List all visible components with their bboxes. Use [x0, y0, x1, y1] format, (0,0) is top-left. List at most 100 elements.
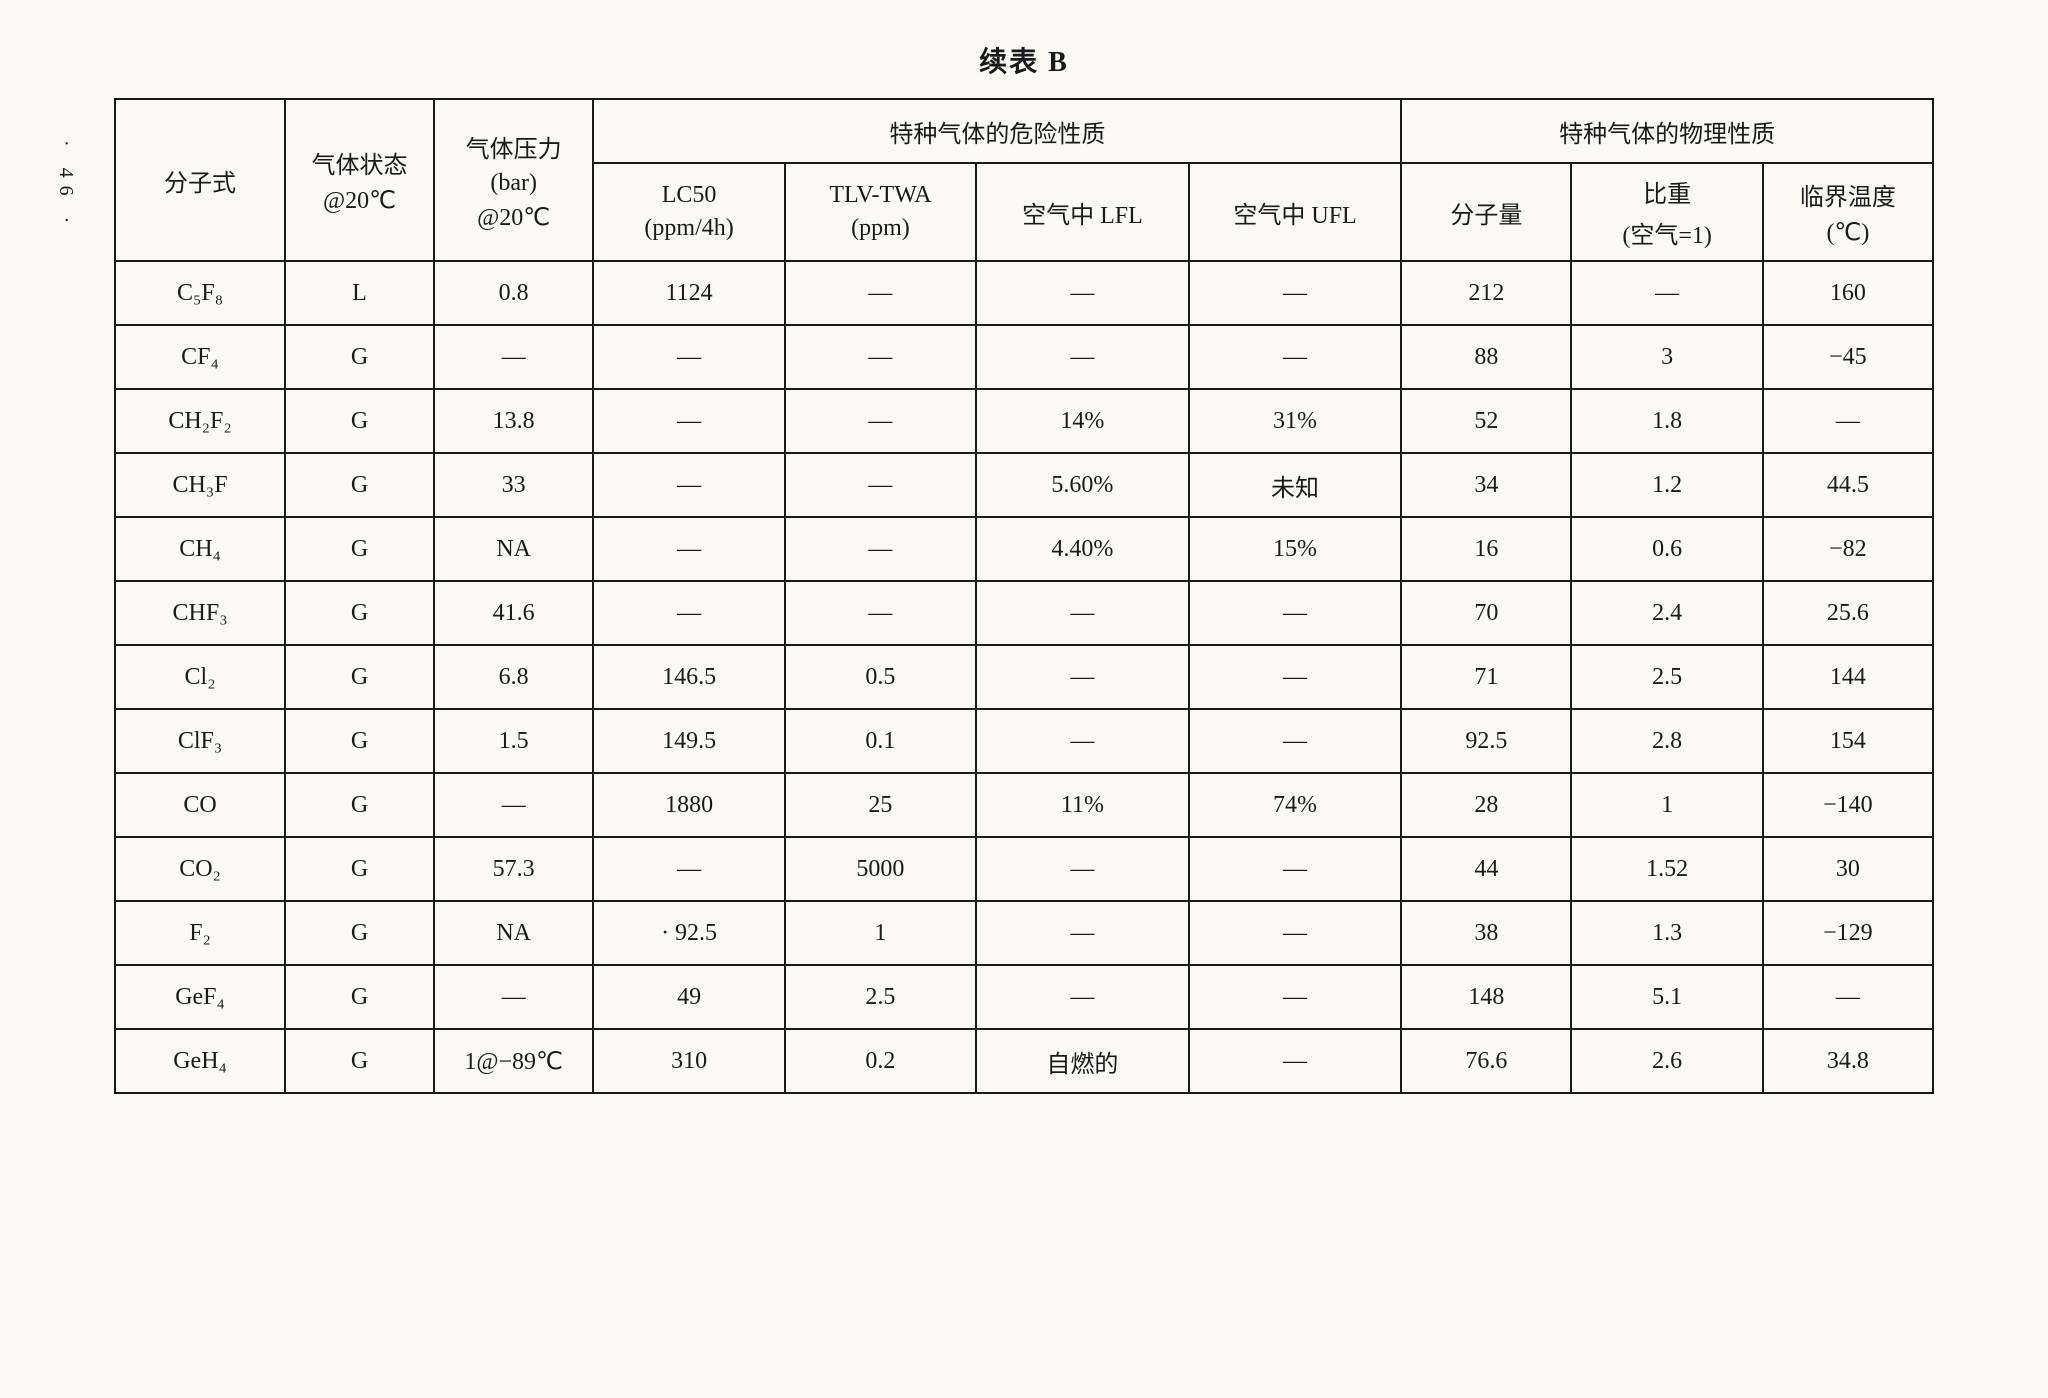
- cell-sg: 2.6: [1571, 1029, 1762, 1093]
- cell-lfl: 4.40%: [976, 517, 1189, 581]
- cell-pressure: NA: [434, 901, 593, 965]
- cell-tlv: —: [785, 453, 976, 517]
- cell-mw: 148: [1401, 965, 1571, 1029]
- header-lc50-l1: LC50: [598, 182, 779, 209]
- cell-formula: GeF₄: [115, 965, 285, 1029]
- cell-formula: CO₂: [115, 837, 285, 901]
- cell-ufl: —: [1189, 325, 1402, 389]
- cell-state: G: [285, 837, 434, 901]
- cell-lc50: 49: [593, 965, 784, 1029]
- header-temp-l1: 临界温度: [1768, 177, 1928, 212]
- cell-lc50: 310: [593, 1029, 784, 1093]
- cell-formula: CH₂F₂: [115, 389, 285, 453]
- cell-mw: 70: [1401, 581, 1571, 645]
- cell-sg: 2.4: [1571, 581, 1762, 645]
- cell-lc50: 149.5: [593, 709, 784, 773]
- header-tlv-l1: TLV-TWA: [790, 182, 971, 209]
- cell-temp: —: [1763, 965, 1933, 1029]
- cell-tlv: —: [785, 581, 976, 645]
- cell-lc50: 146.5: [593, 645, 784, 709]
- table-row: CF₄G—————883−45: [115, 325, 1933, 389]
- cell-ufl: —: [1189, 645, 1402, 709]
- cell-lfl: 11%: [976, 773, 1189, 837]
- cell-state: G: [285, 773, 434, 837]
- cell-formula: F₂: [115, 901, 285, 965]
- cell-state: G: [285, 965, 434, 1029]
- cell-ufl: —: [1189, 261, 1402, 325]
- cell-lfl: —: [976, 581, 1189, 645]
- cell-lfl: 14%: [976, 389, 1189, 453]
- cell-formula: C₅F₈: [115, 261, 285, 325]
- header-formula: 分子式: [115, 99, 285, 261]
- header-state: 气体状态 @20℃: [285, 99, 434, 261]
- cell-sg: 1: [1571, 773, 1762, 837]
- header-tlv: TLV-TWA (ppm): [785, 163, 976, 261]
- cell-lfl: —: [976, 709, 1189, 773]
- cell-lc50: —: [593, 517, 784, 581]
- cell-mw: 52: [1401, 389, 1571, 453]
- table-row: C₅F₈L0.81124———212—160: [115, 261, 1933, 325]
- cell-sg: 3: [1571, 325, 1762, 389]
- cell-formula: CHF₃: [115, 581, 285, 645]
- cell-temp: 144: [1763, 645, 1933, 709]
- cell-mw: 34: [1401, 453, 1571, 517]
- cell-temp: −129: [1763, 901, 1933, 965]
- cell-sg: 2.5: [1571, 645, 1762, 709]
- cell-pressure: —: [434, 773, 593, 837]
- header-sg: 比重 (空气=1): [1571, 163, 1762, 261]
- cell-mw: 76.6: [1401, 1029, 1571, 1093]
- cell-tlv: 25: [785, 773, 976, 837]
- table-row: COG—18802511%74%281−140: [115, 773, 1933, 837]
- cell-state: G: [285, 709, 434, 773]
- cell-mw: 16: [1401, 517, 1571, 581]
- cell-temp: 160: [1763, 261, 1933, 325]
- cell-lfl: 自燃的: [976, 1029, 1189, 1093]
- cell-pressure: 1@−89℃: [434, 1029, 593, 1093]
- cell-lc50: · 92.5: [593, 901, 784, 965]
- cell-state: G: [285, 645, 434, 709]
- cell-lfl: —: [976, 325, 1189, 389]
- cell-sg: 1.8: [1571, 389, 1762, 453]
- cell-pressure: 13.8: [434, 389, 593, 453]
- header-tlv-l2: (ppm): [851, 215, 910, 241]
- cell-pressure: NA: [434, 517, 593, 581]
- header-physical-group: 特种气体的物理性质: [1401, 99, 1933, 163]
- cell-mw: 88: [1401, 325, 1571, 389]
- cell-formula: Cl₂: [115, 645, 285, 709]
- cell-mw: 28: [1401, 773, 1571, 837]
- cell-lc50: —: [593, 581, 784, 645]
- cell-formula: ClF₃: [115, 709, 285, 773]
- header-pressure-l3: @20℃: [477, 205, 550, 231]
- cell-mw: 212: [1401, 261, 1571, 325]
- cell-tlv: —: [785, 325, 976, 389]
- cell-lc50: 1124: [593, 261, 784, 325]
- cell-ufl: —: [1189, 709, 1402, 773]
- cell-temp: −82: [1763, 517, 1933, 581]
- cell-tlv: 1: [785, 901, 976, 965]
- table-row: CH₃FG33——5.60%未知341.244.5: [115, 453, 1933, 517]
- cell-state: G: [285, 901, 434, 965]
- cell-tlv: 0.5: [785, 645, 976, 709]
- cell-tlv: —: [785, 261, 976, 325]
- header-ufl: 空气中 UFL: [1189, 163, 1402, 261]
- cell-lc50: —: [593, 389, 784, 453]
- cell-formula: CO: [115, 773, 285, 837]
- cell-ufl: —: [1189, 965, 1402, 1029]
- cell-temp: 44.5: [1763, 453, 1933, 517]
- table-row: F₂GNA· 92.51——381.3−129: [115, 901, 1933, 965]
- cell-tlv: 0.1: [785, 709, 976, 773]
- header-temp-l2: (℃): [1826, 220, 1869, 246]
- page-number: · 46 ·: [54, 140, 77, 231]
- cell-formula: GeH₄: [115, 1029, 285, 1093]
- header-temp: 临界温度 (℃): [1763, 163, 1933, 261]
- cell-temp: 25.6: [1763, 581, 1933, 645]
- cell-state: G: [285, 581, 434, 645]
- cell-sg: 2.8: [1571, 709, 1762, 773]
- cell-pressure: 0.8: [434, 261, 593, 325]
- cell-tlv: 2.5: [785, 965, 976, 1029]
- cell-ufl: 31%: [1189, 389, 1402, 453]
- cell-ufl: 15%: [1189, 517, 1402, 581]
- table-row: CH₄GNA——4.40%15%160.6−82: [115, 517, 1933, 581]
- header-state-l1: 气体状态: [290, 145, 429, 180]
- cell-sg: 1.2: [1571, 453, 1762, 517]
